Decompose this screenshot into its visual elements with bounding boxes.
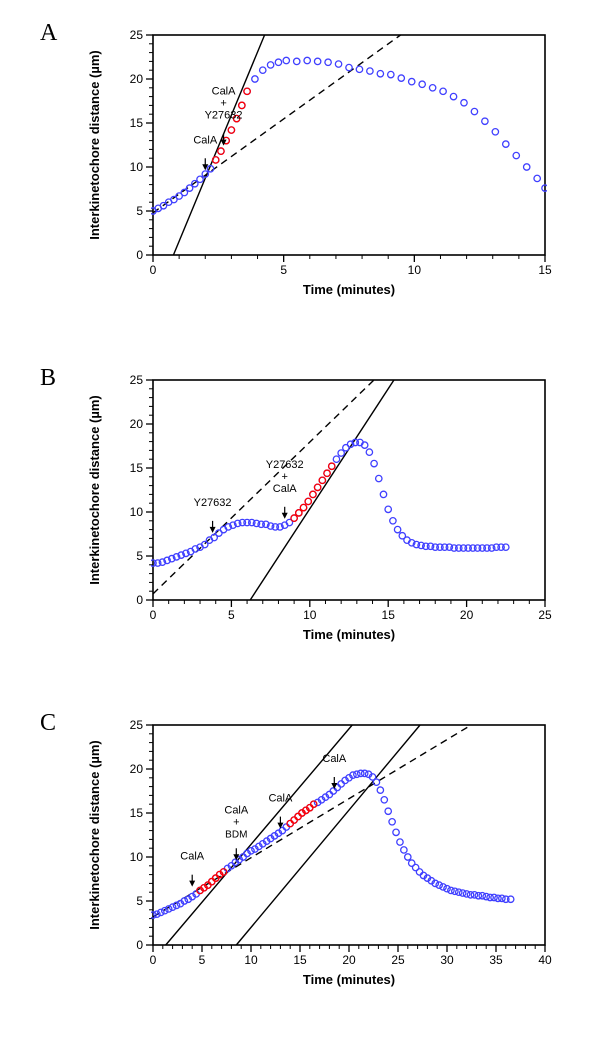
svg-text:25: 25 xyxy=(130,373,144,387)
svg-text:15: 15 xyxy=(130,461,144,475)
svg-text:40: 40 xyxy=(538,953,552,967)
svg-text:CalA: CalA xyxy=(224,804,249,816)
svg-text:Time (minutes): Time (minutes) xyxy=(303,972,395,987)
svg-text:10: 10 xyxy=(408,263,422,277)
svg-text:5: 5 xyxy=(136,894,143,908)
svg-text:15: 15 xyxy=(130,806,144,820)
svg-text:25: 25 xyxy=(538,608,552,622)
svg-text:CalA: CalA xyxy=(273,483,298,495)
svg-text:10: 10 xyxy=(244,953,258,967)
svg-text:CalA: CalA xyxy=(322,753,347,765)
svg-text:5: 5 xyxy=(199,953,206,967)
svg-text:10: 10 xyxy=(130,160,144,174)
svg-text:10: 10 xyxy=(130,850,144,864)
svg-text:CalA: CalA xyxy=(193,134,218,146)
svg-text:5: 5 xyxy=(228,608,235,622)
svg-text:25: 25 xyxy=(130,718,144,732)
svg-text:Y27632: Y27632 xyxy=(194,497,232,509)
svg-text:5: 5 xyxy=(280,263,287,277)
svg-text:10: 10 xyxy=(130,505,144,519)
svg-text:Time (minutes): Time (minutes) xyxy=(303,627,395,642)
page: A B C 0 5 10 15 0 5 10 15 20 25 Time (minutes) Inte… xyxy=(0,0,600,1051)
svg-text:30: 30 xyxy=(440,953,454,967)
svg-text:Interkinetochore distance (µm): Interkinetochore distance (µm) xyxy=(87,740,102,930)
svg-text:20: 20 xyxy=(460,608,474,622)
svg-text:Interkinetochore distance (µm): Interkinetochore distance (µm) xyxy=(87,50,102,240)
panel-C-letter: C xyxy=(40,710,56,737)
svg-text:15: 15 xyxy=(382,608,396,622)
svg-text:0: 0 xyxy=(136,938,143,952)
svg-text:CalA: CalA xyxy=(268,793,293,805)
svg-text:15: 15 xyxy=(130,116,144,130)
svg-text:BDM: BDM xyxy=(225,829,247,840)
svg-text:Interkinetochore distance (µm): Interkinetochore distance (µm) xyxy=(87,395,102,585)
svg-text:20: 20 xyxy=(130,762,144,776)
svg-text:+: + xyxy=(220,98,226,110)
svg-text:20: 20 xyxy=(130,417,144,431)
svg-text:0: 0 xyxy=(150,953,157,967)
panel-A: 0 5 10 15 0 5 10 15 20 25 Time (minutes) Interkinet… xyxy=(85,25,555,300)
svg-text:20: 20 xyxy=(130,72,144,86)
svg-text:5: 5 xyxy=(136,204,143,218)
svg-text:35: 35 xyxy=(489,953,503,967)
svg-text:+: + xyxy=(281,471,287,483)
svg-text:Time (minutes): Time (minutes) xyxy=(303,282,395,297)
panel-C: 0 5 10 15 20 25 30 35 40 0 5 10 15 20 25 Time (minutes)… xyxy=(85,715,555,990)
panel-B: 0 5 10 15 20 25 0 5 10 15 20 25 Time (minutes) Interk… xyxy=(85,370,555,645)
svg-text:15: 15 xyxy=(293,953,307,967)
svg-text:CalA: CalA xyxy=(212,86,237,98)
svg-text:15: 15 xyxy=(538,263,552,277)
svg-text:25: 25 xyxy=(391,953,405,967)
svg-text:20: 20 xyxy=(342,953,356,967)
svg-text:0: 0 xyxy=(136,248,143,262)
panel-A-letter: A xyxy=(40,20,57,47)
svg-text:10: 10 xyxy=(303,608,317,622)
svg-text:0: 0 xyxy=(150,263,157,277)
svg-text:0: 0 xyxy=(150,608,157,622)
svg-text:CalA: CalA xyxy=(180,851,205,863)
svg-text:+: + xyxy=(233,816,239,828)
svg-text:Y27632: Y27632 xyxy=(205,110,243,122)
panel-B-letter: B xyxy=(40,365,56,392)
svg-text:5: 5 xyxy=(136,549,143,563)
svg-text:0: 0 xyxy=(136,593,143,607)
svg-text:Y27632: Y27632 xyxy=(266,459,304,471)
svg-text:25: 25 xyxy=(130,28,144,42)
